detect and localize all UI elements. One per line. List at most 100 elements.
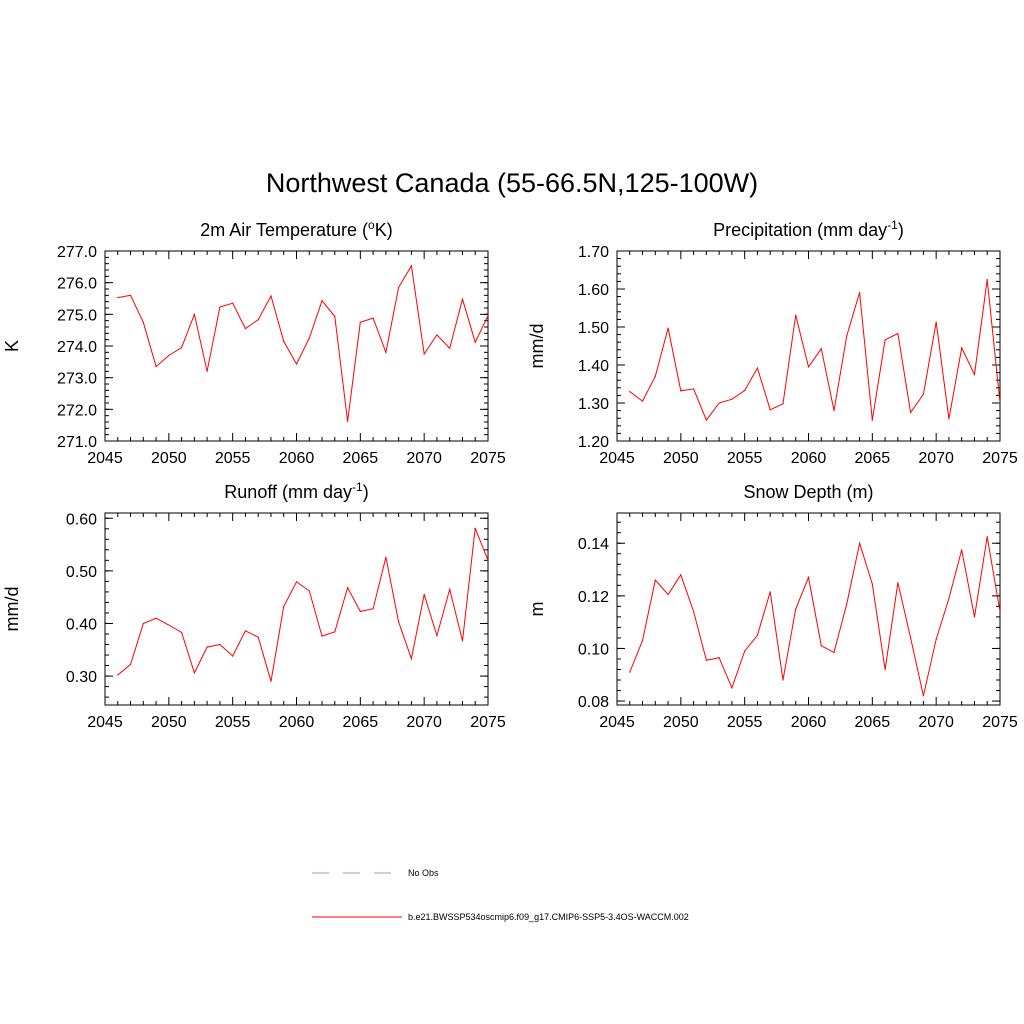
air-temperature-xtick-label: 2050 xyxy=(151,450,187,467)
air-temperature-ylabel: K xyxy=(2,340,22,352)
precipitation-data-point xyxy=(999,402,1000,404)
runoff-data-point xyxy=(117,674,119,676)
precipitation-data-point xyxy=(986,278,988,281)
precipitation-xtick-label: 2060 xyxy=(791,450,827,467)
panel-runoff: 2045 2050 2055 2060 2065 2070 2075 0.30 0.40 0.50… xyxy=(2,480,506,731)
runoff-data-point xyxy=(232,655,234,657)
precipitation-data-point xyxy=(731,398,733,400)
runoff-ytick-label: 0.30 xyxy=(66,669,97,686)
snow-depth-ytick-label: 0.08 xyxy=(578,694,609,711)
snow-depth-data-point xyxy=(654,579,656,581)
panel-air-temperature: 2045 2050 2055 2060 2065 2070 2075 271.0 272.0 27… xyxy=(2,218,506,467)
snow-depth-ylabel: m xyxy=(527,602,547,617)
snow-depth-data-point xyxy=(693,611,695,613)
snow-depth-title: Snow Depth (m) xyxy=(743,482,873,502)
legend-label-no-obs: No Obs xyxy=(408,868,439,878)
snow-depth-data-point xyxy=(871,583,873,585)
snow-depth-data-point xyxy=(858,542,861,544)
precipitation-ytick-label: 1.70 xyxy=(578,244,609,261)
precipitation-xtick-label: 2070 xyxy=(918,450,954,467)
snow-depth-data-point xyxy=(705,659,707,661)
precipitation-data-point xyxy=(884,339,886,341)
snow-depth-data-point xyxy=(795,608,797,610)
precipitation-data-point xyxy=(871,419,873,421)
runoff-ylabel: mm/d xyxy=(2,587,22,632)
precipitation-data-point xyxy=(756,367,759,369)
air-temperature-data-point xyxy=(283,340,285,342)
air-temperature-data-point xyxy=(423,353,425,355)
air-temperature-xtick-label: 2055 xyxy=(215,450,251,467)
runoff-data-point xyxy=(308,590,310,592)
panel-precipitation: 2045 2050 2055 2060 2065 2070 2075 1.20 1.30 1.40… xyxy=(527,218,1018,467)
runoff-data-point xyxy=(487,559,488,561)
air-temperature-data-point xyxy=(168,354,170,357)
air-temperature-data-point xyxy=(449,347,451,349)
air-temperature-ytick-label: 271.0 xyxy=(57,434,97,451)
air-temperature-data-point xyxy=(359,321,361,323)
runoff-data-point xyxy=(398,621,400,623)
runoff-xtick-label: 2065 xyxy=(343,714,379,731)
precipitation-data-point xyxy=(961,347,963,349)
legend: No Obs b.e21.BWSSP534oscmip6.f09_g17.CMI… xyxy=(312,868,689,922)
precipitation-data-point xyxy=(973,373,976,376)
precipitation-data-point xyxy=(922,393,925,395)
runoff-data-point xyxy=(295,581,298,583)
snow-depth-ytick-label: 0.14 xyxy=(578,536,609,553)
precipitation-ytick-label: 1.60 xyxy=(578,282,609,299)
runoff-ytick-label: 0.50 xyxy=(66,564,97,581)
air-temperature-data-point xyxy=(334,315,336,318)
precipitation-data-point xyxy=(795,314,797,316)
snow-depth-data-point xyxy=(769,591,771,593)
runoff-data-point xyxy=(372,608,374,610)
air-temperature-data-point xyxy=(410,265,412,267)
precipitation-data-point xyxy=(693,388,695,390)
snow-depth-data-point xyxy=(782,679,784,681)
air-temperature-data-point xyxy=(321,300,323,302)
snow-depth-data-point xyxy=(731,687,733,689)
air-temperature-data-point xyxy=(295,363,298,365)
runoff-data-point xyxy=(257,636,259,638)
air-temperature-data-point xyxy=(129,294,132,296)
air-temperature-xtick-label: 2075 xyxy=(470,450,506,467)
precipitation-xtick-label: 2065 xyxy=(855,450,891,467)
air-temperature-ytick-label: 274.0 xyxy=(57,339,97,356)
air-temperature-xtick-label: 2065 xyxy=(343,450,379,467)
air-temperature-data-point xyxy=(181,346,183,349)
snow-depth-data-point xyxy=(756,634,759,636)
air-temperature-data-point xyxy=(155,365,157,368)
panel-snow-depth: 2045 2050 2055 2060 2065 2070 2075 0.08 0.10 0.12… xyxy=(527,482,1018,731)
precipitation-ytick-label: 1.40 xyxy=(578,358,609,375)
runoff-data-point xyxy=(359,610,361,612)
runoff-xtick-label: 2045 xyxy=(87,714,123,731)
snow-depth-data-point xyxy=(807,576,810,579)
snow-depth-data-point xyxy=(884,668,886,671)
snow-depth-data-point xyxy=(846,603,848,605)
air-temperature-data-point xyxy=(142,321,144,323)
precipitation-data-point xyxy=(629,391,631,393)
snow-depth-data-point xyxy=(922,695,925,697)
snow-depth-series-line xyxy=(629,536,1000,696)
snow-depth-xtick-label: 2050 xyxy=(663,714,699,731)
runoff-data-point xyxy=(474,527,476,529)
air-temperature-xtick-label: 2070 xyxy=(406,450,442,467)
runoff-xtick-label: 2075 xyxy=(470,714,506,731)
runoff-data-point xyxy=(461,640,464,642)
precipitation-ytick-label: 1.20 xyxy=(578,434,609,451)
runoff-ytick-label: 0.60 xyxy=(66,511,97,528)
runoff-data-point xyxy=(193,672,195,674)
air-temperature-data-point xyxy=(193,313,195,315)
precipitation-data-point xyxy=(858,291,861,294)
snow-depth-data-point xyxy=(897,582,899,584)
air-temperature-ytick-label: 277.0 xyxy=(57,244,97,261)
runoff-title: Runoff (mm day-1) xyxy=(224,480,368,502)
figure-title: Northwest Canada (55-66.5N,125-100W) xyxy=(265,168,759,198)
runoff-data-point xyxy=(346,587,349,589)
snow-depth-data-point xyxy=(999,611,1000,613)
precipitation-xtick-label: 2050 xyxy=(663,450,699,467)
air-temperature-data-point xyxy=(308,337,310,339)
runoff-xtick-label: 2050 xyxy=(151,714,187,731)
precipitation-plot-frame xyxy=(616,250,1001,442)
precipitation-data-point xyxy=(654,375,656,377)
precipitation-xtick-label: 2045 xyxy=(599,450,635,467)
